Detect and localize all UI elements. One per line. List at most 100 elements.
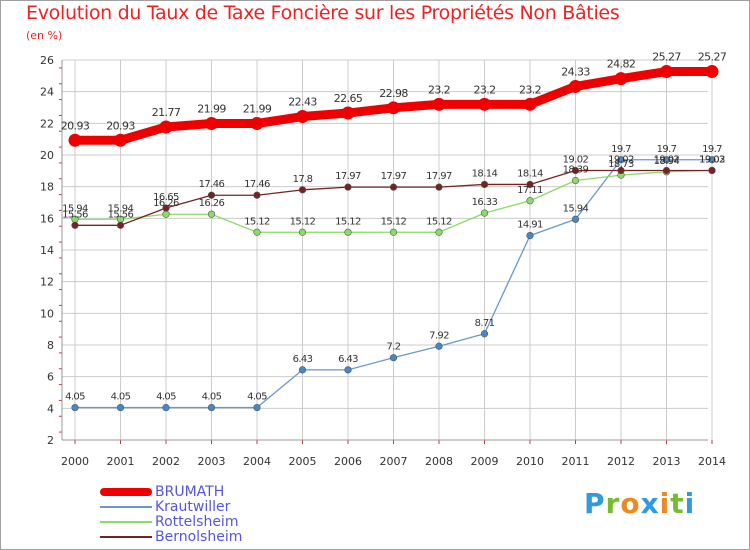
data-label-bernolsheim: 19.02 [563,155,589,166]
x-tick-label: 2011 [562,455,590,468]
legend-item-rottelsheim: Rottelsheim [100,513,242,530]
data-point-krautwiller [116,403,125,412]
data-label-krautwiller: 7.92 [429,330,449,341]
y-tick-label: 10 [40,307,54,320]
legend-swatch-rottelsheim [100,520,152,523]
data-point-bernolsheim [617,166,625,175]
data-label-brumath: 20.93 [106,119,135,132]
chart-legend: BRUMATH Krautwiller Rottelsheim Bernolsh… [100,483,243,545]
data-label-brumath: 24.82 [607,58,636,71]
data-point-brumath [387,101,400,115]
x-tick-label: 2014 [698,455,726,468]
data-point-rottelsheim [480,209,489,217]
data-label-rottelsheim: 15.94 [108,203,134,214]
legend-swatch-bernolsheim [100,535,152,538]
data-label-krautwiller: 4.05 [202,392,222,403]
data-label-brumath: 22.43 [288,96,317,109]
data-point-brumath [159,120,173,134]
data-label-rottelsheim: 16.26 [199,198,225,209]
chart-data-labels: 20.93 20.93 21.77 21.99 21.99 22.43 22.65 22.98… [61,51,728,403]
data-label-krautwiller: 19.7 [611,144,631,155]
data-point-brumath [296,110,309,124]
data-point-krautwiller [162,403,170,412]
data-point-rottelsheim [162,210,170,218]
data-label-rottelsheim: 15.12 [426,216,452,227]
data-label-rottelsheim: 19.03 [699,154,725,165]
data-point-krautwiller [389,354,398,362]
data-label-bernolsheim: 18.14 [517,168,543,179]
data-point-bernolsheim [435,183,443,191]
legend-label-krautwiller: Krautwiller [155,498,231,515]
data-point-bernolsheim [298,186,307,194]
data-label-krautwiller: 4.05 [65,392,85,403]
legend-label-rottelsheim: Rottelsheim [155,513,239,530]
data-label-rottelsheim: 18.94 [654,156,680,167]
data-label-rottelsheim: 15.12 [381,216,407,227]
data-label-bernolsheim: 16.65 [153,192,179,203]
x-tick-label: 2001 [107,455,135,468]
data-point-brumath [569,79,582,93]
x-tick-label: 2008 [425,455,453,468]
x-tick-label: 2013 [653,455,681,468]
proxiti-logo: Proxiti [584,487,696,520]
data-label-rottelsheim: 15.12 [244,216,270,227]
data-label-rottelsheim: 15.12 [335,216,361,227]
data-point-bernolsheim [344,183,352,191]
data-label-krautwiller: 4.05 [156,392,176,403]
data-label-brumath: 20.93 [61,119,90,132]
data-point-krautwiller [298,366,307,374]
y-tick-label: 20 [40,149,54,162]
chart-title: Evolution du Taux de Taxe Foncière sur l… [26,2,620,24]
data-label-krautwiller: 4.05 [247,392,267,403]
data-point-bernolsheim [71,221,79,229]
y-tick-label: 14 [40,244,54,257]
data-point-krautwiller [344,366,352,374]
data-label-bernolsheim: 19.02 [699,155,725,166]
legend-label-bernolsheim: Bernolsheim [155,528,243,545]
legend-label-brumath: BRUMATH [155,483,225,500]
data-point-rottelsheim [389,228,398,236]
y-tick-label: 6 [47,371,54,384]
data-point-bernolsheim [708,166,716,175]
data-point-brumath [205,116,218,130]
x-tick-label: 2010 [516,455,544,468]
y-tick-label: 2 [47,434,54,447]
data-label-brumath: 24.33 [561,65,590,78]
data-label-krautwiller: 7.2 [386,342,400,353]
data-label-krautwiller: 15.94 [563,203,589,214]
y-tick-label: 8 [47,339,54,352]
data-label-bernolsheim: 18.14 [472,168,498,179]
data-label-brumath: 23.2 [428,83,450,96]
data-point-rottelsheim [526,197,534,205]
chart-series [68,65,719,412]
data-point-bernolsheim [116,221,125,229]
data-label-brumath: 23.2 [519,83,541,96]
data-label-brumath: 22.65 [334,92,363,105]
data-point-rottelsheim [571,176,580,185]
data-label-rottelsheim: 15.94 [62,203,88,214]
data-label-rottelsheim: 17.11 [517,185,543,196]
data-label-bernolsheim: 15.56 [108,209,134,220]
data-point-brumath [478,97,491,111]
data-label-bernolsheim: 17.46 [199,179,225,190]
data-label-bernolsheim: 17.97 [381,171,407,182]
data-point-brumath [250,116,264,130]
data-point-bernolsheim [526,180,534,189]
data-point-bernolsheim [662,166,671,175]
data-point-brumath [68,133,82,147]
data-label-krautwiller: 6.43 [293,354,313,365]
x-tick-label: 2006 [334,455,362,468]
data-point-bernolsheim [571,166,580,175]
data-point-bernolsheim [253,191,261,199]
data-label-bernolsheim: 19.02 [608,155,634,166]
legend-swatch-brumath [100,487,152,496]
data-label-brumath: 25.27 [698,51,727,64]
data-point-rottelsheim [207,210,216,218]
legend-swatch-krautwiller [100,505,152,508]
data-point-rottelsheim [253,228,261,236]
data-point-brumath [705,65,719,79]
data-point-bernolsheim [389,183,398,191]
legend-item-bernolsheim: Bernolsheim [100,528,243,545]
data-label-rottelsheim: 16.33 [472,197,498,208]
